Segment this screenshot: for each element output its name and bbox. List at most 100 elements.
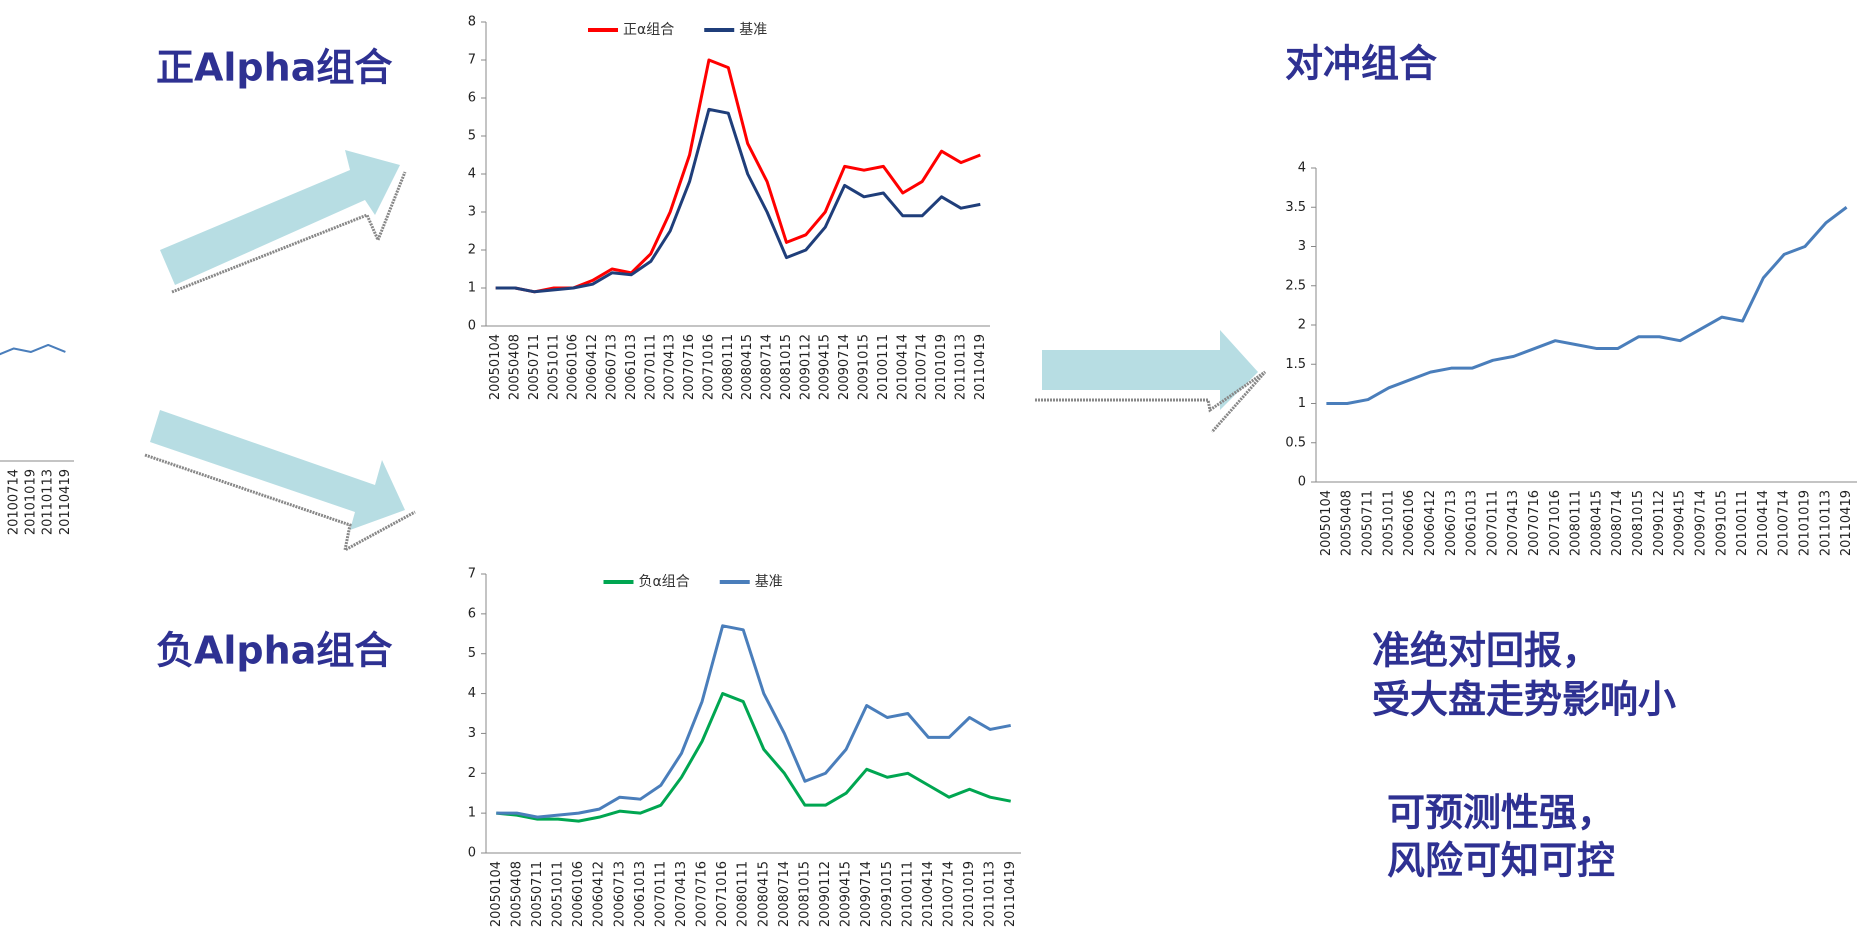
x-tick-label: 20070111 [643, 334, 658, 400]
x-tick-label: 20080415 [1589, 490, 1604, 556]
x-tick-label: 20050408 [508, 334, 523, 400]
y-tick-label: 1.5 [1285, 357, 1306, 372]
x-tick-label: 20060106 [566, 334, 581, 400]
y-tick-label: 2 [468, 766, 476, 781]
x-tick-label: 20100714 [941, 861, 956, 927]
note: 受大盘走势影响小 [1372, 678, 1676, 722]
x-tick-label: 20061013 [633, 861, 648, 927]
y-tick-label: 3 [468, 726, 476, 741]
x-tick-label: 20070413 [663, 334, 678, 400]
y-tick-label: 1 [468, 281, 476, 296]
x-tick-label: 20090415 [839, 861, 854, 927]
x-tick-label: 20060106 [571, 861, 586, 927]
x-tick-label: 20050104 [1319, 490, 1334, 556]
x-tick-label: 20070111 [653, 861, 668, 927]
x-tick-label: 20100414 [895, 334, 910, 400]
x-tick-label: 20090714 [1693, 490, 1708, 556]
y-tick-label: 1 [468, 806, 476, 821]
x-tick-label: 20050711 [530, 861, 545, 927]
x-tick-label: 20090415 [1673, 490, 1688, 556]
y-tick-label: 3.5 [1285, 200, 1306, 215]
x-tick-label: 20060412 [592, 861, 607, 927]
x-tick-label: 20110113 [41, 469, 56, 535]
x-tick-label: 20080111 [1569, 490, 1584, 556]
x-tick-label: 20071016 [1548, 490, 1563, 556]
x-tick-label: 20110113 [953, 334, 968, 400]
note: 准绝对回报， [1372, 629, 1600, 673]
x-tick-label: 20090112 [1652, 490, 1667, 556]
x-tick-label: 20090112 [798, 334, 813, 400]
x-tick-label: 20050711 [1361, 490, 1376, 556]
x-tick-label: 20060412 [585, 334, 600, 400]
x-tick-label: 20080415 [756, 861, 771, 927]
legend-label: 基准 [739, 21, 767, 38]
title: 负Alpha组合 [156, 629, 392, 673]
x-tick-label: 20071016 [715, 861, 730, 927]
x-tick-label: 20060713 [1444, 490, 1459, 556]
x-tick-label: 20050408 [1340, 490, 1355, 556]
x-tick-label: 20090415 [818, 334, 833, 400]
x-tick-label: 20050104 [488, 334, 503, 400]
y-tick-label: 7 [468, 567, 476, 582]
x-tick-label: 20051011 [546, 334, 561, 400]
x-tick-label: 20080111 [721, 334, 736, 400]
x-tick-label: 20070413 [1506, 490, 1521, 556]
title: 对冲组合 [1285, 42, 1437, 86]
series-line [496, 624, 1011, 819]
y-tick-label: 4 [468, 167, 476, 182]
y-tick-label: 2.5 [1285, 278, 1306, 293]
y-tick-label: 5 [468, 646, 476, 661]
x-tick-label: 20070111 [1485, 490, 1500, 556]
x-tick-label: 20101019 [934, 334, 949, 400]
x-tick-label: 20090714 [837, 334, 852, 400]
note: 可预测性强， [1387, 791, 1615, 835]
y-tick-label: 0 [468, 846, 476, 861]
note: 风险可知可控 [1387, 839, 1615, 883]
x-tick-label: 20100111 [1735, 490, 1750, 556]
x-tick-label: 20100414 [1756, 490, 1771, 556]
arrows [144, 150, 1267, 553]
y-tick-label: 8 [468, 15, 476, 30]
x-tick-label: 20051011 [551, 861, 566, 927]
x-tick-label: 20100714 [1777, 490, 1792, 556]
x-tick-label: 20090714 [859, 861, 874, 927]
y-tick-label: 6 [468, 606, 476, 621]
series-line [495, 58, 981, 294]
x-tick-label: 20100111 [900, 861, 915, 927]
x-tick-label: 20110113 [1818, 490, 1833, 556]
x-tick-label: 20100414 [0, 469, 4, 535]
x-tick-label: 20060713 [605, 334, 620, 400]
x-tick-label: 20050711 [527, 334, 542, 400]
y-tick-label: 6 [468, 91, 476, 106]
y-tick-label: 4 [1298, 161, 1306, 176]
x-tick-label: 20091015 [1714, 490, 1729, 556]
x-tick-label: 20060106 [1402, 490, 1417, 556]
y-tick-label: 3 [1298, 239, 1306, 254]
y-tick-label: 0 [1298, 475, 1306, 490]
x-tick-label: 20070413 [674, 861, 689, 927]
x-tick-label: 20110419 [973, 334, 988, 400]
x-tick-label: 20101019 [24, 469, 39, 535]
series-line [0, 343, 66, 356]
y-tick-label: 5 [468, 129, 476, 144]
y-tick-label: 3 [468, 205, 476, 220]
legend-label: 基准 [755, 573, 783, 590]
x-tick-label: 20080415 [740, 334, 755, 400]
y-tick-label: 1 [1298, 396, 1306, 411]
y-tick-label: 7 [468, 53, 476, 68]
x-tick-label: 20110419 [58, 469, 73, 535]
x-tick-label: 20090112 [818, 861, 833, 927]
x-tick-label: 20060713 [612, 861, 627, 927]
x-tick-label: 20070716 [695, 861, 710, 927]
x-tick-label: 20081015 [1631, 490, 1646, 556]
x-tick-label: 20100714 [915, 334, 930, 400]
x-tick-label: 20100111 [876, 334, 891, 400]
series-line [496, 692, 1011, 823]
x-tick-label: 20051011 [1381, 490, 1396, 556]
x-tick-label: 20110113 [983, 861, 998, 927]
series-line [1326, 206, 1848, 405]
x-tick-label: 20070716 [682, 334, 697, 400]
x-tick-label: 20081015 [779, 334, 794, 400]
y-tick-label: 4 [468, 686, 476, 701]
